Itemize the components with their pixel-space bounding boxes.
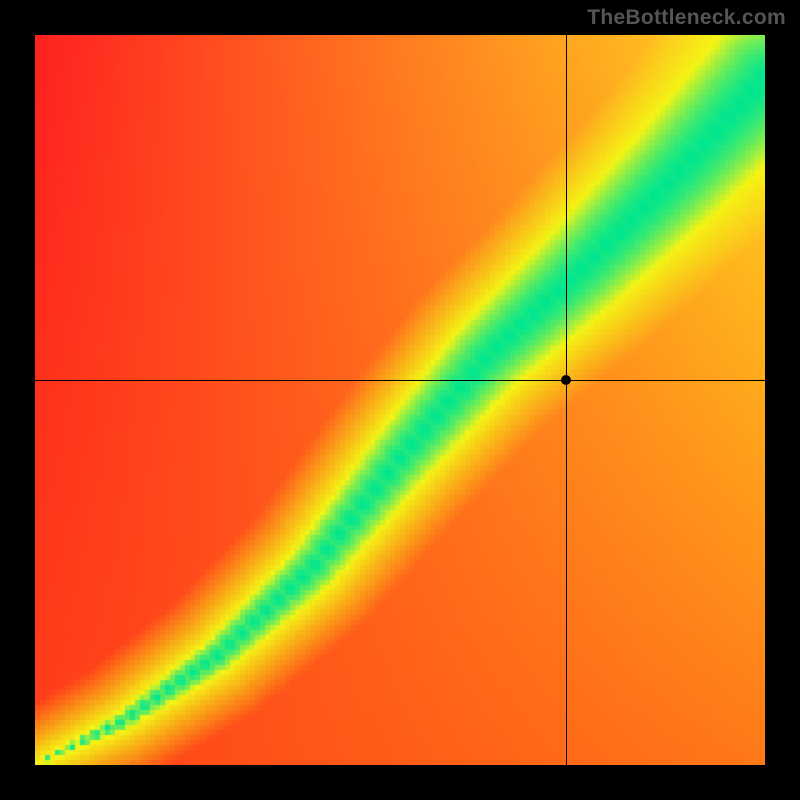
crosshair-vertical: [566, 35, 567, 765]
watermark-text: TheBottleneck.com: [587, 6, 786, 30]
selection-marker: [561, 375, 571, 385]
heatmap-canvas: [35, 35, 765, 765]
bottleneck-heatmap: [35, 35, 765, 765]
crosshair-horizontal: [35, 380, 765, 381]
